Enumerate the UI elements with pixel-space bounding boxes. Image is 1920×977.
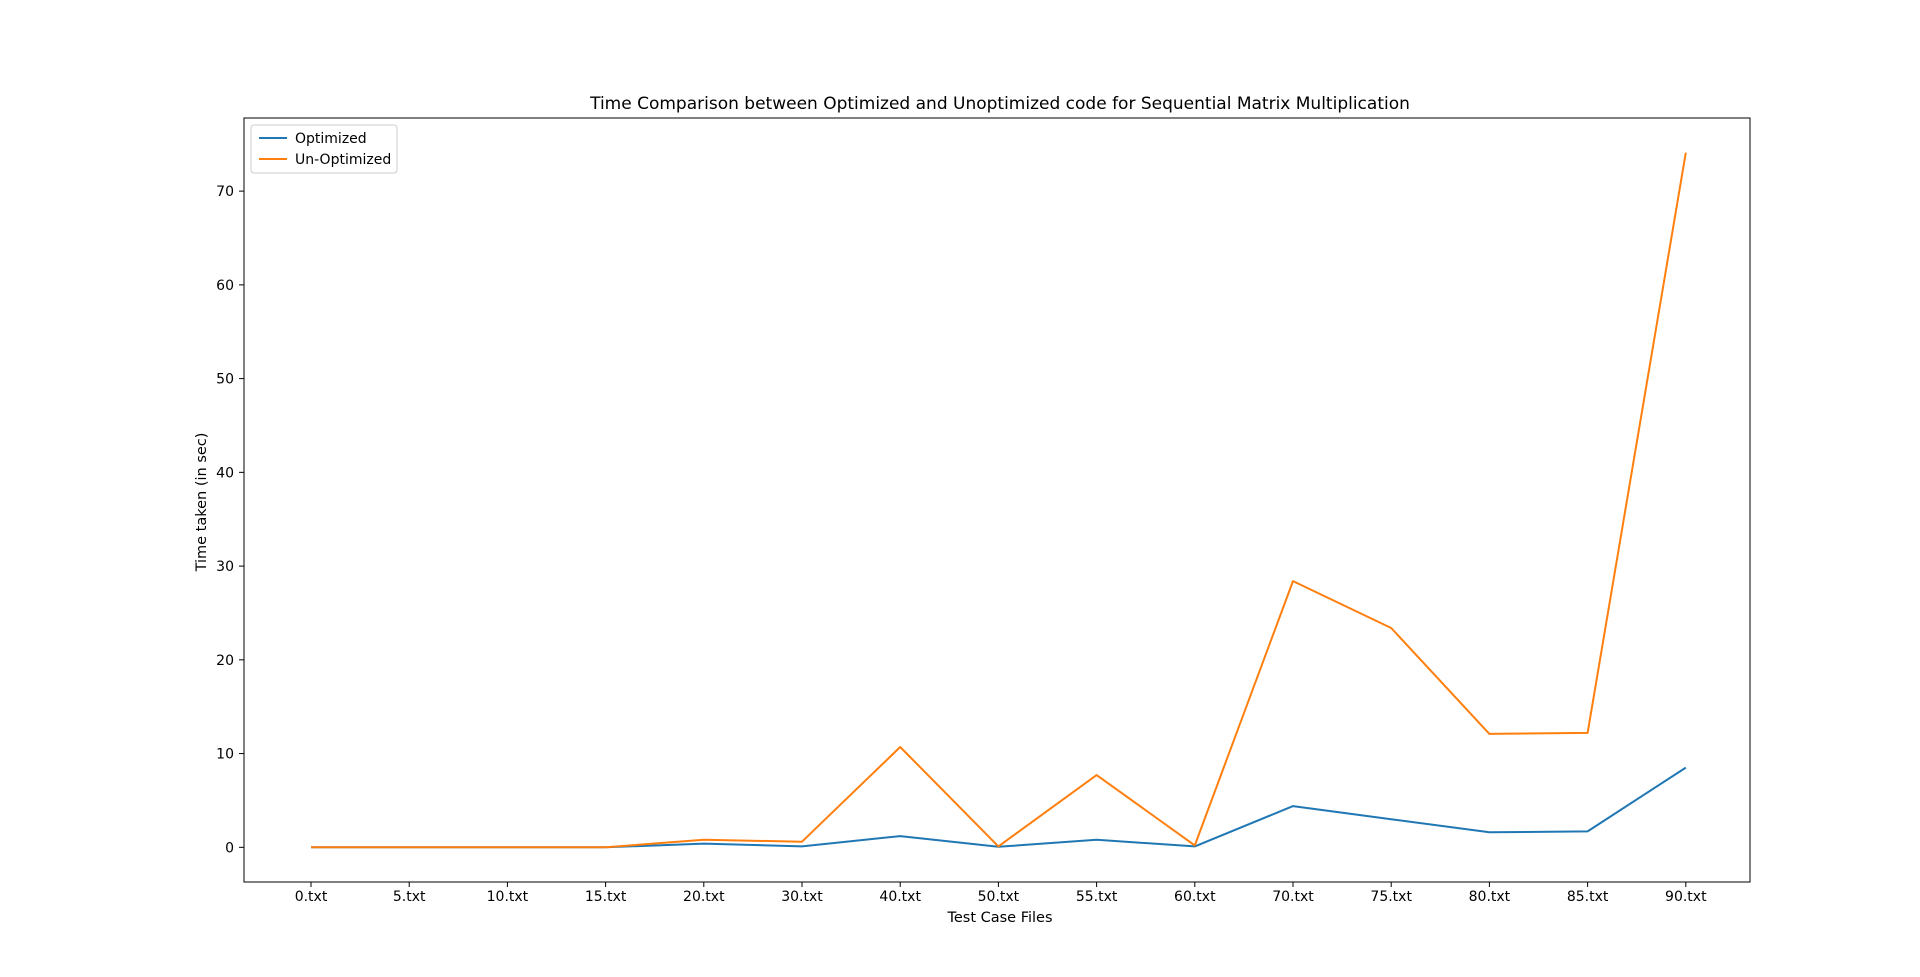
x-tick-label: 75.txt (1370, 889, 1412, 905)
x-tick-label: 60.txt (1174, 889, 1216, 905)
x-tick-label: 10.txt (487, 889, 529, 905)
x-axis-label: Test Case Files (946, 910, 1052, 926)
x-tick-label: 90.txt (1665, 889, 1707, 905)
y-tick-label: 20 (216, 653, 234, 669)
series-line-optimized (311, 766, 1687, 849)
x-tick-label: 80.txt (1469, 889, 1511, 905)
x-tick-label: 70.txt (1272, 889, 1314, 905)
legend-label: Optimized (295, 131, 367, 147)
x-tick-label: 30.txt (781, 889, 823, 905)
plot-area: 0.txt 5.txt 10.txt 15.txt 20.txt 30.txt 40.txt… (216, 117, 1751, 905)
y-tick-label: 30 (216, 559, 234, 575)
y-tick-label: 10 (216, 747, 234, 763)
x-tick-label: 40.txt (879, 889, 921, 905)
y-tick-label: 70 (216, 184, 234, 200)
x-tick-label: 15.txt (585, 889, 627, 905)
x-tick-label: 50.txt (978, 889, 1020, 905)
y-tick-label: 50 (216, 372, 234, 388)
y-axis-label: Time taken (in sec) (194, 433, 210, 573)
legend-box (250, 124, 398, 174)
y-tick-label: 40 (216, 465, 234, 481)
x-tick-label: 55.txt (1076, 889, 1118, 905)
chart-title: Time Comparison between Optimized and Un… (589, 94, 1410, 114)
legend: Optimized Un-Optimized (250, 124, 398, 174)
series-line-un-optimized (311, 152, 1687, 849)
legend-label: Un-Optimized (295, 152, 391, 168)
x-tick-label: 5.txt (393, 889, 426, 905)
x-tick-label: 85.txt (1567, 889, 1609, 905)
plot-frame (243, 117, 1751, 883)
x-tick-label: 20.txt (683, 889, 725, 905)
y-tick-label: 0 (225, 840, 234, 856)
y-tick-label: 60 (216, 278, 234, 294)
x-tick-label: 0.txt (295, 889, 328, 905)
